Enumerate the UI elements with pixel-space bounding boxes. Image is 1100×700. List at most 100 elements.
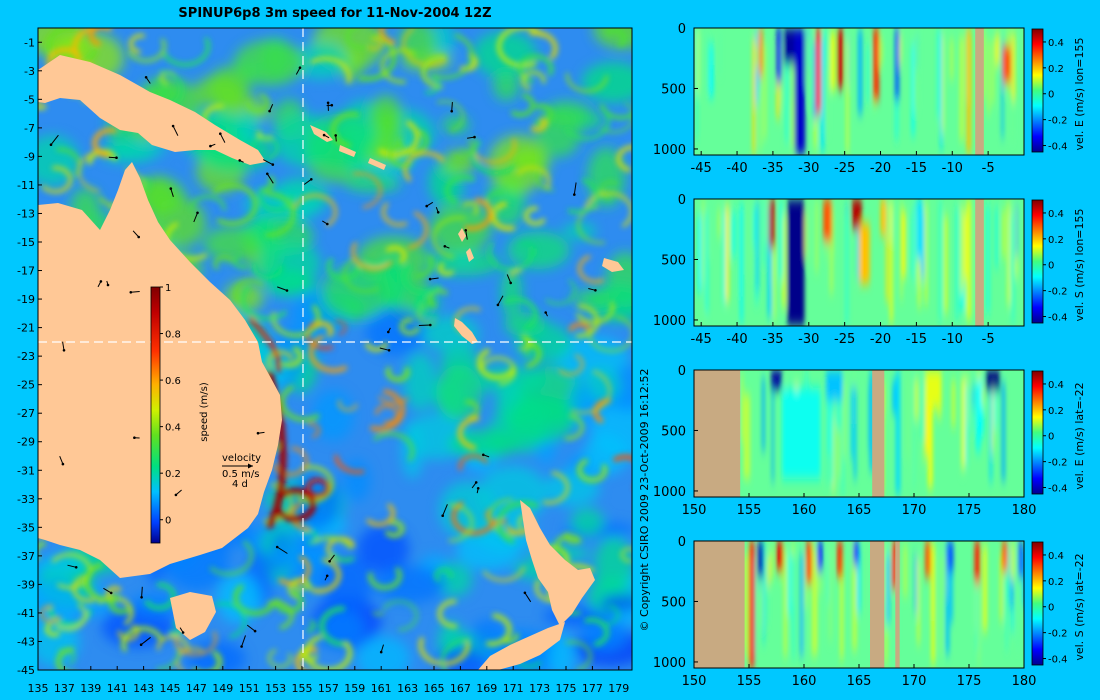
lon-tick-label: 165 <box>424 682 445 695</box>
section-feature <box>757 541 764 578</box>
section-feature <box>806 541 812 584</box>
eddy-filament <box>40 605 61 623</box>
section-colorbar-tick-label: -0.2 <box>1048 629 1068 640</box>
speed-colorbar-gradient <box>150 286 161 544</box>
velocity-arrow-head <box>441 514 445 517</box>
velocity-arrow <box>506 274 512 284</box>
velocity-arrow-head <box>330 103 334 107</box>
section-stripe <box>723 210 728 304</box>
speed-patch <box>343 459 371 502</box>
velocity-arrow <box>573 182 577 195</box>
section-stripe <box>701 199 705 285</box>
map-lat-axis: -1 -3 -5 -7 -9 -11 -13 -15 -17 -19 -21 -23 -25 -27 -29… <box>17 36 42 677</box>
eddy-filament <box>385 366 410 382</box>
section-stripe <box>1021 33 1024 70</box>
new-zealand-south <box>478 622 565 670</box>
section-panel: 0 500 1000 150 155 160 165 170 175 180 0.4 0.2 0 -0.2… <box>653 535 1086 689</box>
eddy-filament <box>605 28 627 47</box>
lat-tick-label: -33 <box>17 493 35 506</box>
section-stripe <box>826 45 829 134</box>
section-feature <box>966 28 971 154</box>
section-stripe <box>753 207 756 247</box>
section-feature <box>873 28 880 101</box>
eddy-filament <box>345 28 367 50</box>
section-stripe <box>778 201 784 280</box>
section-x-tick-label: -40 <box>726 332 747 347</box>
eddy-filament <box>299 646 318 662</box>
eddy-filament <box>313 321 334 338</box>
eddy-filament <box>38 93 47 110</box>
eddy-filament <box>588 315 632 352</box>
section-x-tick-label: 170 <box>902 674 927 689</box>
speed-patch <box>294 42 348 80</box>
section-x-tick-label: -5 <box>982 161 995 176</box>
section-stripe <box>925 203 928 305</box>
lat-tick-label: -23 <box>17 350 35 363</box>
section-x-tick-label: -45 <box>691 332 712 347</box>
eddy-filament <box>233 253 249 269</box>
section-panel: 0 500 1000 -45 -40 -35 -30 -25 -20 -15 -10 -5 0.4 0.2… <box>653 22 1086 176</box>
section-feature <box>837 28 844 89</box>
speed-colorbar-tick-label: 1 <box>165 283 171 294</box>
section-feature <box>794 28 806 154</box>
section-stripe <box>740 374 744 444</box>
section-land-mask <box>694 370 741 497</box>
velocity-arrow-head <box>62 349 66 352</box>
velocity-arrow-head <box>594 289 597 292</box>
speed-patch <box>429 28 456 58</box>
velocity-arrow <box>465 230 468 240</box>
lat-tick-label: -35 <box>17 521 35 534</box>
speed-patch <box>439 481 495 539</box>
velocity-arrow <box>303 178 312 185</box>
section-stripe <box>780 38 783 106</box>
section-heatmap <box>694 370 1024 497</box>
eddy-filament <box>42 166 73 194</box>
section-x-tick-label: 155 <box>737 674 762 689</box>
eddy-filament <box>534 103 554 127</box>
section-stripe <box>784 45 789 144</box>
section-stripe <box>1020 213 1024 315</box>
section-x-tick-label: -20 <box>870 332 891 347</box>
velocity-arrow <box>219 133 226 143</box>
velocity-arrow <box>380 644 384 653</box>
eddy-filament <box>366 503 395 527</box>
section-stripe <box>975 380 981 452</box>
section-stripe <box>990 373 994 452</box>
eddy-filament <box>326 258 361 281</box>
eddy-filament <box>213 255 234 270</box>
section-stripe <box>931 545 935 665</box>
eddy-filament <box>566 640 592 670</box>
section-x-tick-label: -30 <box>798 161 819 176</box>
eddy-filament <box>476 348 516 380</box>
lon-tick-label: 147 <box>186 682 207 695</box>
lon-tick-label: 169 <box>476 682 497 695</box>
section-stripe <box>895 371 901 495</box>
velocity-arrow <box>262 159 274 166</box>
section-stripe <box>804 32 809 86</box>
lat-tick-label: -19 <box>17 293 35 306</box>
section-stripe <box>986 204 990 314</box>
section-feature <box>769 199 776 248</box>
section-x-tick-label: -25 <box>834 332 855 347</box>
eddy-filament <box>396 129 429 155</box>
section-heatmap <box>694 199 1024 326</box>
section-stripe <box>762 377 765 452</box>
speed-patch <box>131 592 183 617</box>
section-stripe <box>773 211 776 320</box>
eddy-filament <box>486 190 505 214</box>
velocity-arrow-head <box>523 591 527 595</box>
section-colorbar-tick-label: 0.4 <box>1048 380 1064 391</box>
lon-tick-label: 149 <box>212 682 233 695</box>
new-zealand-north <box>520 500 595 626</box>
section-stripe <box>903 544 908 597</box>
speed-colorbar-tick-label: 0.4 <box>165 423 181 434</box>
eddy-filament <box>496 500 539 544</box>
eddy-filament <box>213 183 258 226</box>
eddy-filament <box>189 195 226 213</box>
velocity-arrow <box>172 125 179 136</box>
eddy-filament <box>72 575 96 603</box>
section-colorbar-tick-label: 0 <box>1048 261 1054 272</box>
velocity-arrow-head <box>209 144 212 148</box>
velocity-arrow-head <box>496 303 500 307</box>
